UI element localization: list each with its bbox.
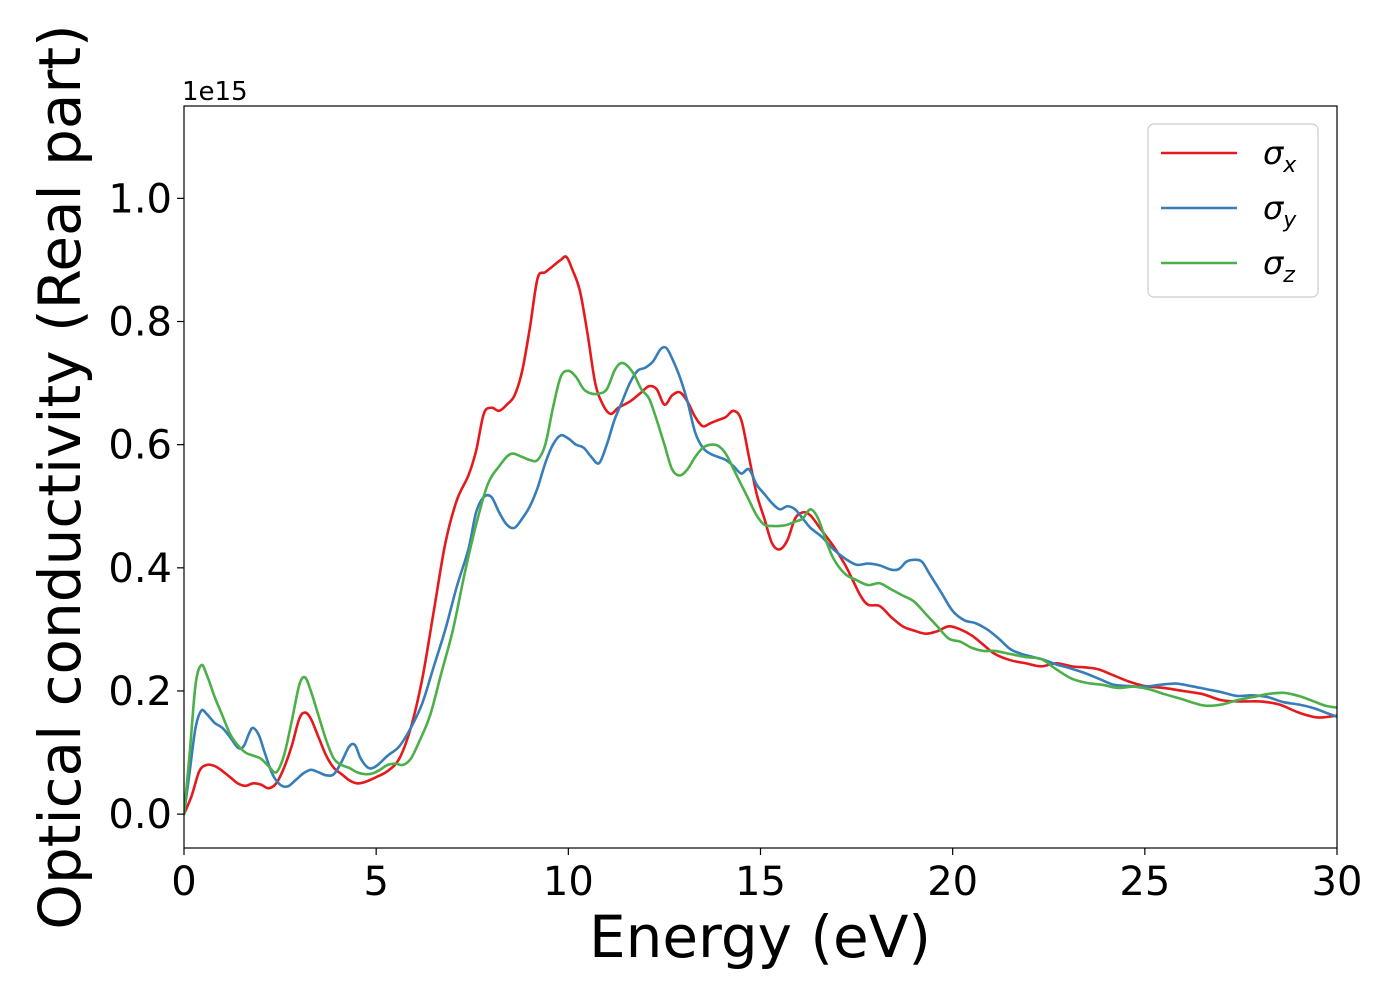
series-layer (184, 255, 1337, 816)
y-tick-label: 1.0 (108, 176, 172, 222)
x-tick-label: 10 (543, 859, 594, 905)
x-tick-label: 25 (1119, 859, 1170, 905)
y-tick-label: 0.0 (108, 792, 172, 838)
y-axis-ticks: 0.0 0.2 0.4 0.6 0.8 1.0 (108, 176, 184, 838)
x-axis-label: Energy (eV) (589, 903, 931, 971)
series-line-z (184, 361, 1337, 816)
y-tick-label: 0.2 (108, 669, 172, 715)
y-offset-text: 1e15 (182, 77, 248, 107)
y-tick-label: 0.4 (108, 546, 172, 592)
legend: σx σy σz (1147, 123, 1319, 298)
x-tick-label: 30 (1312, 859, 1363, 905)
legend-label-x: σx (1263, 134, 1297, 178)
x-tick-label: 20 (927, 859, 978, 905)
x-tick-label: 5 (363, 859, 388, 905)
y-tick-label: 0.8 (108, 300, 172, 346)
x-tick-label: 15 (735, 859, 786, 905)
legend-entries: σx σy σz (1161, 134, 1297, 288)
legend-label-y: σy (1263, 189, 1297, 233)
legend-box (1147, 123, 1319, 298)
y-axis-label: Optical conductivity (Real part) (26, 24, 94, 929)
legend-label-z: σz (1263, 244, 1295, 288)
y-tick-label: 0.6 (108, 423, 172, 469)
series-line-x (184, 255, 1337, 816)
plot-area (183, 105, 1338, 849)
x-axis-ticks: 0 5 10 15 20 25 30 (171, 848, 1362, 905)
x-tick-label: 0 (171, 859, 196, 905)
